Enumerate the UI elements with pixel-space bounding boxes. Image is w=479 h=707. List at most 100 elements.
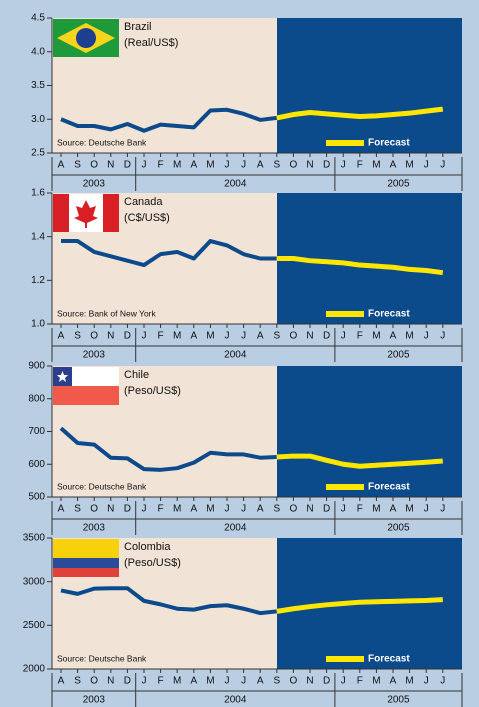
flag [53,539,119,558]
x-tick-label: D [124,160,131,171]
x-tick-label: J [225,160,230,171]
flag [53,386,119,405]
x-tick-label: A [58,504,65,515]
x-tick-label: N [306,504,313,515]
source-note: Source: Deutsche Bank [57,481,147,491]
y-tick-label: 800 [28,393,45,404]
x-tick-label: M [173,504,181,515]
x-tick-label: M [173,676,181,687]
x-tick-label: J [341,504,346,515]
y-tick-label: 1.2 [31,275,45,286]
x-tick-label: F [158,676,164,687]
history-line [61,239,277,268]
forecast-line [276,106,444,121]
x-tick-label: J [440,676,445,687]
x-tick-label: J [424,160,429,171]
x-tick-label: O [290,331,298,342]
flag [76,28,96,48]
x-tick-label: J [142,504,147,515]
x-tick-label: F [158,504,164,515]
x-tick-label: O [90,504,98,515]
forecast-line [276,453,443,469]
flag [57,371,68,382]
y-tick-label: 900 [28,361,45,372]
year-label: 2004 [224,523,247,534]
x-tick-label: A [257,331,264,342]
x-tick-label: O [290,676,298,687]
x-tick-label: J [241,331,246,342]
legend-label: Forecast [368,309,410,320]
source-note: Source: Bank of New York [57,308,157,318]
x-tick-label: M [206,504,214,515]
chart-title: Brazil [124,21,152,33]
x-tick-label: N [107,331,114,342]
x-tick-label: O [290,160,298,171]
y-tick-label: 4.5 [31,13,45,24]
x-tick-label: J [424,676,429,687]
y-tick-label: 1.0 [31,319,45,330]
x-tick-label: D [323,160,330,171]
x-tick-label: J [142,676,147,687]
y-tick-label: 1.4 [31,231,45,242]
x-tick-label: J [241,160,246,171]
year-label: 2005 [387,350,410,361]
x-tick-label: J [440,504,445,515]
x-tick-label: M [405,160,413,171]
x-tick-label: M [372,331,380,342]
flag [53,194,69,232]
x-tick-label: O [290,504,298,515]
x-tick-label: A [190,504,197,515]
chart-subtitle: (Peso/US$) [124,385,181,397]
y-tick-label: 3000 [23,576,46,587]
x-tick-label: J [341,676,346,687]
x-tick-label: D [124,331,131,342]
x-tick-label: J [142,160,147,171]
year-label: 2004 [224,350,247,361]
x-tick-label: M [173,331,181,342]
x-tick-label: J [225,676,230,687]
x-tick-label: S [273,160,280,171]
x-tick-label: M [372,160,380,171]
x-tick-label: N [107,676,114,687]
x-tick-label: A [190,676,197,687]
x-tick-label: N [306,676,313,687]
x-tick-label: A [190,160,197,171]
flag [74,200,98,228]
year-label: 2005 [387,179,410,190]
flag [103,194,119,232]
legend-label: Forecast [368,654,410,665]
x-tick-label: J [241,676,246,687]
y-tick-label: 2.5 [31,148,45,159]
x-tick-label: S [74,331,81,342]
x-tick-label: F [357,331,363,342]
x-tick-label: M [405,504,413,515]
x-tick-label: A [390,504,397,515]
x-tick-label: O [90,676,98,687]
year-label: 2003 [83,523,106,534]
x-tick-label: M [206,676,214,687]
x-tick-label: A [390,160,397,171]
x-tick-label: A [58,160,65,171]
y-tick-label: 1.6 [31,188,45,199]
legend-label: Forecast [368,482,410,493]
x-tick-label: J [241,504,246,515]
x-tick-label: S [273,504,280,515]
x-tick-label: J [225,331,230,342]
x-tick-label: D [323,676,330,687]
flag [53,558,119,568]
x-tick-label: J [424,504,429,515]
x-tick-label: N [306,160,313,171]
year-label: 2004 [224,695,247,706]
chart-subtitle: (Peso/US$) [124,557,181,569]
x-tick-label: O [90,160,98,171]
x-tick-label: M [173,160,181,171]
x-tick-label: A [58,331,65,342]
x-tick-label: J [225,504,230,515]
history-line [60,107,278,133]
x-tick-label: F [357,160,363,171]
y-tick-label: 500 [28,492,45,503]
x-tick-label: N [306,331,313,342]
year-label: 2003 [83,695,106,706]
x-tick-label: D [124,676,131,687]
